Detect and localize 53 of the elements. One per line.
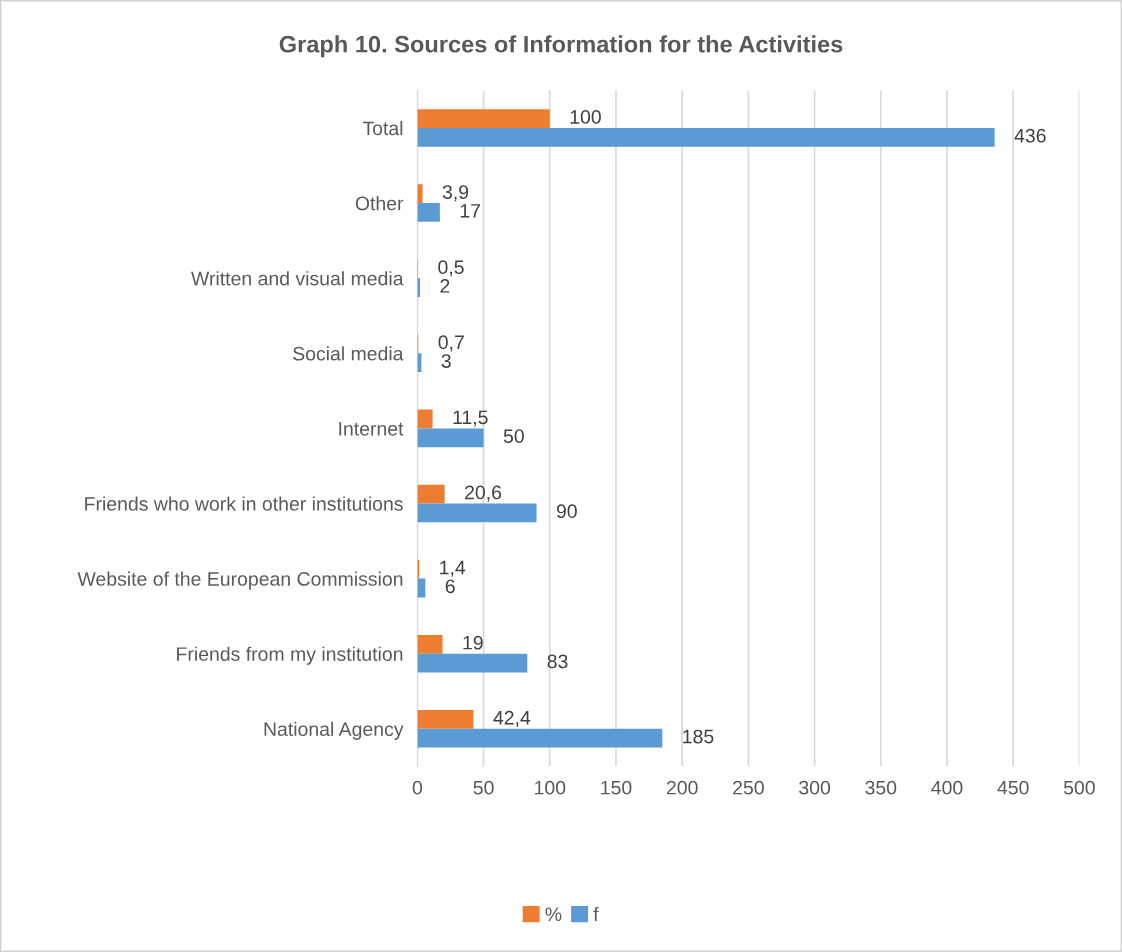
y-tick-label: Website of the European Commission	[77, 571, 403, 590]
bar	[417, 127, 995, 147]
y-tick-label: Written and visual media	[191, 271, 404, 286]
bar	[417, 503, 537, 523]
bar	[417, 409, 433, 429]
y-tick-label: Friends who work in other institutions	[85, 496, 403, 511]
data-label: 2	[440, 279, 450, 293]
bar	[417, 710, 474, 729]
data-label: 83	[547, 654, 568, 669]
bar	[417, 634, 443, 654]
bar	[417, 184, 423, 204]
x-tick-label: 0	[412, 780, 423, 795]
x-tick-label: 200	[666, 780, 698, 795]
x-tick-label: 100	[535, 780, 566, 795]
y-tick-label: Total	[362, 120, 403, 136]
data-label: 50	[503, 429, 524, 444]
y-tick-label: Other	[355, 196, 404, 211]
legend-label: f	[593, 906, 599, 921]
data-label: 0,7	[438, 335, 464, 352]
y-tick-label: Social media	[293, 346, 404, 361]
data-label: 3,9	[442, 185, 469, 202]
y-tick-label: National Agency	[264, 721, 404, 740]
data-label: 42,4	[493, 710, 531, 727]
x-tick-label: 350	[865, 780, 897, 795]
x-tick-label: 150	[601, 780, 632, 795]
y-tick-label: Internet	[339, 422, 404, 436]
bar	[417, 428, 484, 448]
data-label: 20,6	[465, 485, 502, 502]
data-label: 1,4	[440, 560, 466, 577]
legend-label: %	[545, 907, 562, 922]
data-label: 436	[1014, 128, 1046, 143]
data-label: 11,5	[453, 410, 488, 427]
chart-title: Graph 10. Sources of Information for the Activities	[279, 35, 843, 58]
bar	[417, 109, 550, 128]
bar	[417, 484, 445, 504]
bar	[417, 728, 663, 748]
bar	[417, 203, 440, 222]
bar	[417, 653, 528, 673]
data-label: 100	[570, 110, 601, 124]
data-label: 17	[460, 204, 480, 218]
data-label: 185	[683, 729, 714, 744]
data-label: 0,5	[438, 260, 464, 277]
x-tick-label: 500	[1063, 780, 1095, 795]
data-label: 90	[556, 504, 577, 519]
x-tick-label: 450	[997, 780, 1029, 795]
y-tick-label: Friends from my institution	[177, 646, 403, 665]
data-label: 19	[463, 635, 483, 650]
data-label: 3	[441, 354, 451, 368]
x-tick-label: 250	[733, 780, 764, 795]
data-label: 6	[445, 579, 455, 594]
x-tick-label: 400	[931, 780, 963, 795]
x-tick-label: 50	[473, 780, 494, 795]
x-tick-label: 300	[799, 780, 831, 795]
